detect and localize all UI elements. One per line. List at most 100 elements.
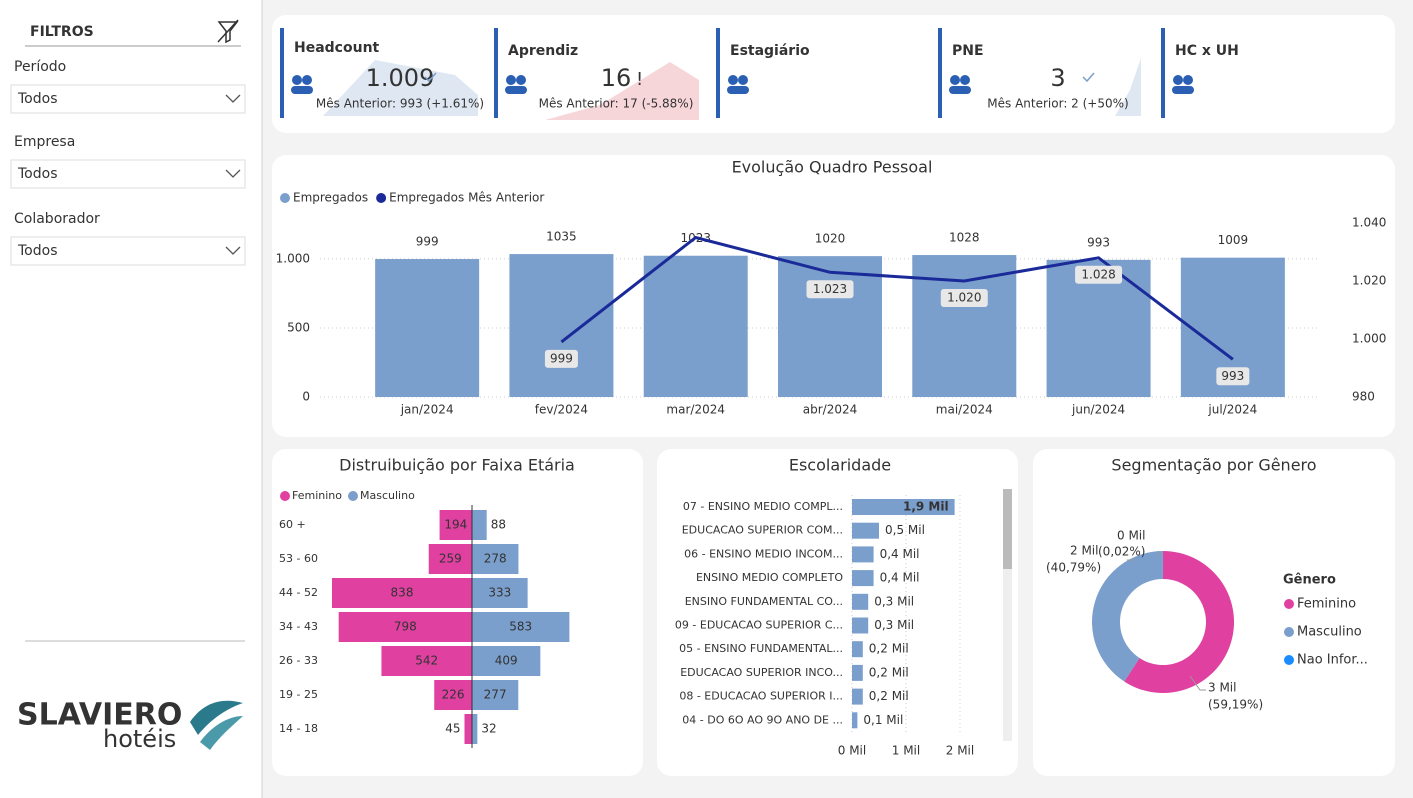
kpi-icon bbox=[727, 86, 749, 94]
kpi-accent bbox=[1161, 28, 1165, 118]
kpi-accent bbox=[280, 28, 284, 118]
category-label: 53 - 60 bbox=[279, 552, 318, 565]
bar bbox=[472, 680, 519, 710]
legend-marker bbox=[1284, 655, 1294, 665]
logo-mark bbox=[190, 700, 243, 750]
category-label: 14 - 18 bbox=[279, 722, 318, 735]
scrollbar[interactable] bbox=[1003, 489, 1012, 741]
bar-label: 45 bbox=[445, 722, 460, 736]
bar bbox=[428, 544, 472, 574]
bar-label: 194 bbox=[444, 518, 467, 532]
kpi-icon bbox=[949, 86, 971, 94]
chart-title: Segmentação por Gênero bbox=[1111, 456, 1316, 475]
line-label-bg bbox=[544, 349, 578, 368]
x-tick-label: jan/2024 bbox=[400, 403, 454, 417]
kpi-icon bbox=[506, 75, 516, 85]
bar bbox=[852, 617, 869, 634]
kpi-icon bbox=[1173, 75, 1183, 85]
bar-label: 993 bbox=[1087, 235, 1110, 249]
dropdown[interactable] bbox=[10, 84, 246, 114]
bar bbox=[434, 680, 472, 710]
kpi-icon bbox=[1172, 86, 1194, 94]
bar-label: 409 bbox=[495, 654, 518, 668]
bar-label: 278 bbox=[484, 552, 507, 566]
line-label-bg bbox=[940, 289, 988, 307]
kpi-compare: Mês Anterior: 2 (+50%) bbox=[987, 97, 1128, 111]
x-tick-label: 0 Mil bbox=[838, 744, 866, 758]
kpi-title: Estagiário bbox=[730, 43, 810, 59]
bar bbox=[472, 578, 528, 608]
kpi-title: Headcount bbox=[294, 40, 380, 56]
chart-title: Escolaridade bbox=[789, 456, 891, 475]
leader-line bbox=[1189, 675, 1206, 691]
kpi-check bbox=[424, 72, 437, 83]
bar bbox=[472, 510, 487, 540]
y-tick-label: 1.000 bbox=[276, 251, 310, 265]
chevron bbox=[225, 246, 241, 255]
bar bbox=[778, 256, 882, 397]
kpi-icon bbox=[505, 86, 527, 94]
category-label: 04 - DO 6O AO 9O ANO DE ... bbox=[682, 713, 843, 726]
category-label: ENSINO MEDIO COMPLETO bbox=[696, 571, 843, 584]
y-tick-label: 500 bbox=[287, 320, 310, 334]
bar-label: 1009 bbox=[1218, 233, 1249, 247]
bar-label: 226 bbox=[442, 688, 465, 702]
bar bbox=[338, 612, 472, 642]
bar-label: 0,2 Mil bbox=[869, 689, 909, 703]
sparkline bbox=[323, 60, 478, 116]
value-label: (59,19%) bbox=[1208, 698, 1263, 712]
legend-label: Empregados Mês Anterior bbox=[389, 191, 544, 205]
category-label: 60 + bbox=[279, 518, 306, 531]
category-label: 34 - 43 bbox=[279, 620, 318, 633]
bar-label: 0,3 Mil bbox=[874, 618, 914, 632]
category-label: 06 - ENSINO MEDIO INCOM... bbox=[684, 547, 843, 560]
kpi-icon bbox=[302, 75, 312, 85]
logo-sub: hotéis bbox=[103, 725, 176, 753]
category-label: 09 - EDUCACAO SUPERIOR C... bbox=[675, 619, 843, 632]
sparkline bbox=[1115, 58, 1141, 116]
x-tick-label: abr/2024 bbox=[803, 403, 858, 417]
filter-icon[interactable] bbox=[217, 19, 239, 44]
bar bbox=[852, 522, 879, 539]
dropdown[interactable] bbox=[10, 159, 246, 189]
donut-slice bbox=[1124, 551, 1234, 693]
bar bbox=[472, 714, 478, 744]
kpi-accent bbox=[716, 28, 720, 118]
kpi-icon bbox=[516, 75, 526, 85]
legend-marker bbox=[376, 193, 387, 203]
legend-label: Masculino bbox=[360, 489, 415, 502]
category-label: ENSINO FUNDAMENTAL CO... bbox=[685, 595, 843, 608]
line-label: 1.028 bbox=[1081, 267, 1115, 281]
kpi-icon bbox=[292, 75, 302, 85]
line-label-bg bbox=[1216, 367, 1250, 386]
kpi-icon bbox=[1183, 75, 1193, 85]
bar bbox=[509, 254, 614, 397]
x-tick-label: jun/2024 bbox=[1071, 403, 1125, 417]
value-label: (0,02%) bbox=[1098, 545, 1145, 559]
legend-label: Empregados bbox=[293, 191, 368, 205]
category-label: 44 - 52 bbox=[279, 586, 318, 599]
kpi-value: 3 bbox=[1050, 64, 1065, 92]
x-tick-label: 2 Mil bbox=[946, 744, 974, 758]
dropdown[interactable] bbox=[10, 236, 246, 266]
bar-label: 583 bbox=[509, 620, 532, 634]
x-tick-label: mar/2024 bbox=[666, 403, 725, 417]
y-tick-label: 0 bbox=[302, 390, 310, 404]
bar-label: 0,3 Mil bbox=[874, 594, 914, 608]
filter-label: Período bbox=[14, 59, 66, 75]
bar bbox=[439, 510, 472, 540]
value-label: (40,79%) bbox=[1046, 561, 1101, 575]
kpi-icon bbox=[960, 75, 970, 85]
y2-tick-label: 1.000 bbox=[1352, 332, 1386, 346]
legend-label: Feminino bbox=[1297, 597, 1356, 612]
kpi-value: 16 bbox=[601, 64, 632, 92]
bar bbox=[375, 259, 480, 397]
category-label: 07 - ENSINO MEDIO COMPL... bbox=[683, 500, 843, 513]
y2-tick-label: 1.020 bbox=[1352, 274, 1386, 288]
bar bbox=[332, 578, 472, 608]
bar-label: 32 bbox=[481, 722, 496, 736]
kpi-title: HC x UH bbox=[1175, 43, 1239, 59]
scrollbar-thumb[interactable] bbox=[1003, 489, 1012, 569]
bar-label: 1028 bbox=[949, 231, 980, 245]
kpi-check bbox=[1082, 72, 1095, 83]
